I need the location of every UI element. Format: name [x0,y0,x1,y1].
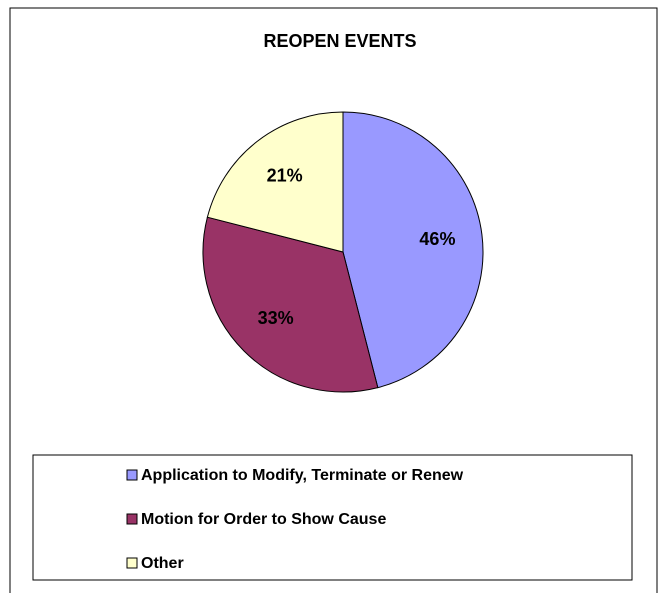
pie-slice [206,111,344,253]
legend-swatch [126,557,138,569]
chart-title: REOPEN EVENTS [263,31,416,51]
chart-border [9,7,658,593]
legend-swatch [126,469,138,481]
data-label: 21% [267,166,303,186]
data-label: 33% [258,308,294,328]
legend-swatch [126,513,138,525]
legend-label: Other [141,555,184,572]
pie-slice [342,111,484,389]
legend-label: Application to Modify, Terminate or Rene… [141,467,464,484]
legend-label: Motion for Order to Show Cause [141,511,386,528]
pie-slice [202,216,379,393]
data-label: 46% [419,229,455,249]
